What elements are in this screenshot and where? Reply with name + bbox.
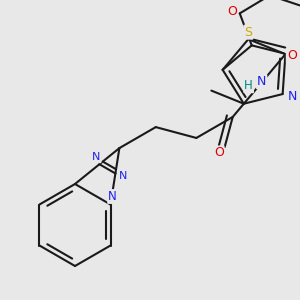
Text: H: H [244, 79, 253, 92]
Text: N: N [92, 152, 100, 162]
Text: O: O [287, 49, 297, 62]
Text: O: O [227, 5, 237, 18]
Text: N: N [288, 89, 297, 103]
Text: O: O [214, 146, 224, 160]
Text: N: N [119, 172, 128, 182]
Text: N: N [257, 75, 266, 88]
Text: S: S [244, 26, 252, 39]
Text: N: N [108, 190, 117, 203]
